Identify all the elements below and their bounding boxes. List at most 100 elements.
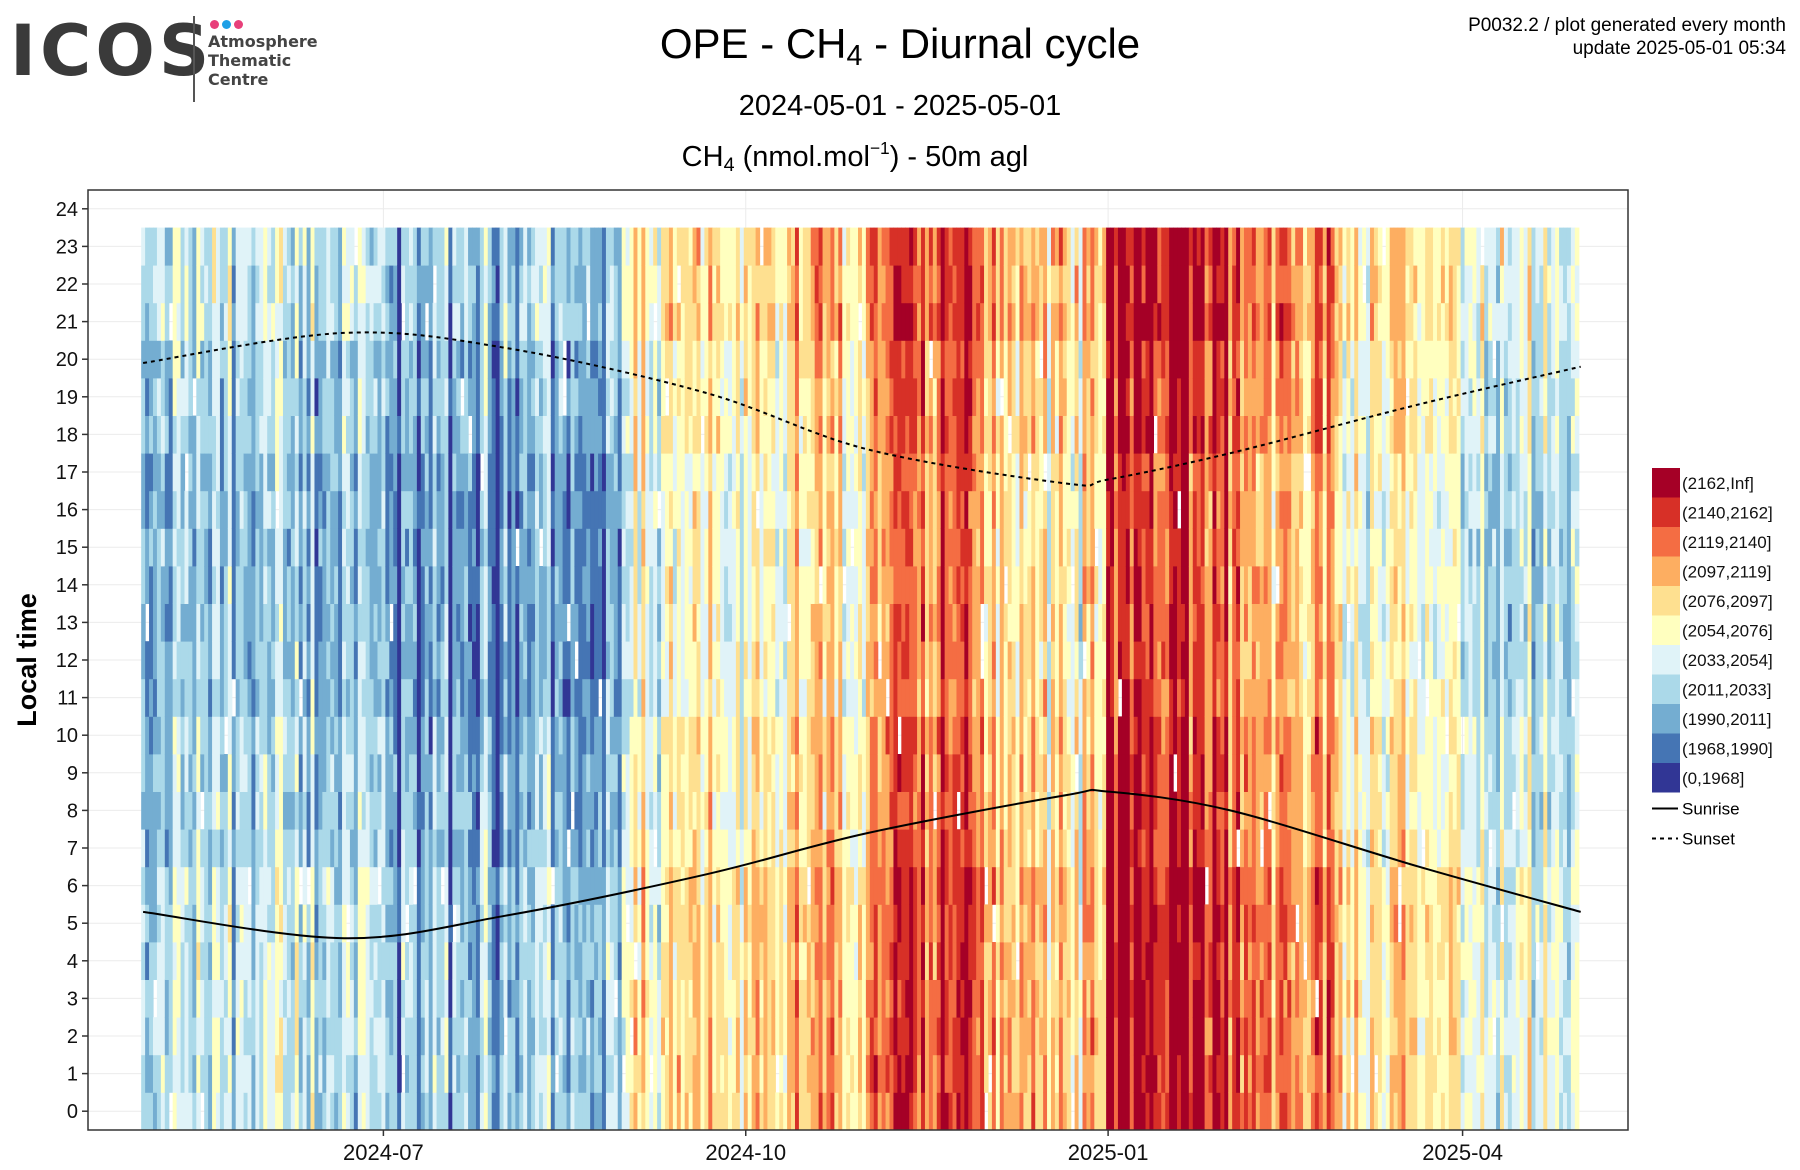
heatmap-cell (617, 1092, 623, 1131)
heatmap-cell (680, 1017, 686, 1056)
heatmap-cell (468, 265, 473, 304)
heatmap-cell (570, 603, 576, 642)
heatmap-cell (755, 716, 761, 755)
heatmap-cell (519, 340, 524, 379)
heatmap-cell (523, 1054, 528, 1093)
heatmap-cell (468, 754, 473, 792)
heatmap-cell (495, 453, 501, 492)
heatmap-cell (168, 528, 174, 567)
heatmap-cell (901, 528, 906, 567)
heatmap-cell (609, 1017, 615, 1056)
heatmap-cell (562, 904, 568, 943)
heatmap-cell (877, 979, 883, 1018)
heatmap-cell (594, 979, 599, 1018)
heatmap-cell (440, 227, 446, 266)
heatmap-cell (861, 641, 867, 680)
heatmap-cell (424, 566, 430, 604)
heatmap-cell (302, 528, 308, 567)
heatmap-cell (696, 829, 702, 868)
heatmap-cell (345, 528, 351, 567)
heatmap-cell (704, 453, 709, 492)
heatmap-cell (353, 942, 359, 980)
heatmap-cell (570, 378, 576, 416)
heatmap-cell (574, 754, 579, 792)
heatmap-cell (869, 754, 875, 792)
heatmap-cell (227, 340, 233, 379)
heatmap-cell (558, 1054, 564, 1093)
heatmap-cell (665, 1092, 670, 1131)
heatmap-cell (286, 566, 292, 604)
heatmap-cell (921, 415, 926, 454)
heatmap-cell (861, 829, 867, 868)
heatmap-cell (503, 566, 509, 604)
heatmap-cell (184, 528, 190, 567)
heatmap-cell (601, 754, 607, 792)
heatmap-cell (393, 866, 398, 905)
heatmap-cell (546, 378, 552, 416)
heatmap-cell (645, 1092, 650, 1131)
heatmap-cell (515, 942, 520, 980)
heatmap-cell (735, 453, 741, 492)
heatmap-cell (716, 302, 721, 341)
heatmap-cell (188, 265, 193, 304)
heatmap-cell (822, 791, 828, 830)
heatmap-cell (231, 904, 237, 943)
heatmap-cell (479, 378, 485, 416)
heatmap-cell (735, 340, 741, 379)
heatmap-cell (944, 1017, 950, 1056)
heatmap-cell (637, 490, 642, 529)
heatmap-cell (499, 791, 505, 830)
heatmap-cell (716, 716, 721, 755)
heatmap-cell (775, 1017, 780, 1056)
heatmap-cell (440, 1017, 446, 1056)
heatmap-cell (345, 1092, 351, 1131)
panel-title: CH4 (nmol.mol−1) - 50m agl (590, 138, 1120, 177)
heatmap-cell (720, 227, 725, 266)
heatmap-cell (570, 1092, 576, 1131)
heatmap-cell (306, 415, 312, 454)
heatmap-cell (905, 829, 910, 868)
heatmap-cell (728, 791, 733, 830)
heatmap-cell (578, 678, 583, 717)
heatmap-cell (310, 829, 316, 868)
heatmap-cell (393, 942, 398, 980)
heatmap-cell (279, 641, 284, 680)
heatmap-cell (720, 490, 725, 529)
heatmap-cell (826, 904, 832, 943)
heatmap-cell (830, 1017, 835, 1056)
heatmap-cell (472, 979, 477, 1018)
heatmap-cell (168, 754, 174, 792)
heatmap-cell (361, 453, 367, 492)
heatmap-cell (322, 754, 327, 792)
heatmap-cell (960, 1092, 965, 1131)
heatmap-cell (385, 227, 390, 266)
heatmap-cell (184, 490, 190, 529)
heatmap-cell (771, 942, 776, 980)
heatmap-cell (854, 566, 859, 604)
heatmap-cell (322, 566, 327, 604)
heatmap-cell (271, 641, 276, 680)
heatmap-cell (141, 265, 146, 304)
heatmap-cell (546, 227, 552, 266)
heatmap-cell (294, 603, 300, 642)
heatmap-cell (523, 490, 528, 529)
heatmap-cell (657, 453, 662, 492)
heatmap-cell (479, 641, 485, 680)
heatmap-cell (932, 829, 938, 868)
heatmap-cell (357, 1017, 363, 1056)
heatmap-cell (783, 603, 788, 642)
heatmap-cell (420, 227, 426, 266)
heatmap-cell (420, 866, 426, 905)
heatmap-cell (227, 302, 233, 341)
heatmap-cell (377, 528, 383, 567)
heatmap-cell (219, 566, 225, 604)
heatmap-cell (542, 904, 548, 943)
heatmap-cell (601, 942, 607, 980)
heatmap-cell (810, 378, 816, 416)
heatmap-cell (212, 603, 217, 642)
heatmap-cell (940, 378, 946, 416)
heatmap-cell (452, 302, 457, 341)
heatmap-cell (716, 566, 721, 604)
heatmap-cell (342, 979, 347, 1018)
heatmap-cell (531, 904, 536, 943)
